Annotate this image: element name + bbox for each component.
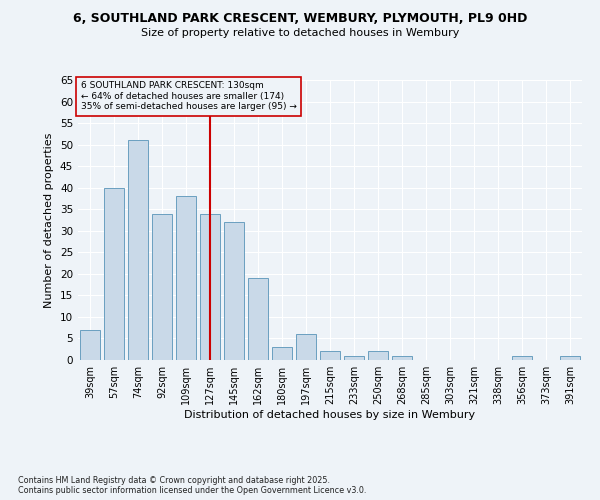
Bar [560,356,580,360]
Bar [392,356,412,360]
Bar [224,222,244,360]
Bar [152,214,172,360]
Text: 6 SOUTHLAND PARK CRESCENT: 130sqm
← 64% of detached houses are smaller (174)
35%: 6 SOUTHLAND PARK CRESCENT: 130sqm ← 64% … [80,82,296,111]
Bar [80,330,100,360]
Bar [176,196,196,360]
Bar [320,352,340,360]
Y-axis label: Number of detached properties: Number of detached properties [44,132,55,308]
Bar [248,278,268,360]
X-axis label: Distribution of detached houses by size in Wembury: Distribution of detached houses by size … [184,410,476,420]
Bar [368,352,388,360]
Bar [344,356,364,360]
Bar [272,347,292,360]
Text: Contains HM Land Registry data © Crown copyright and database right 2025.
Contai: Contains HM Land Registry data © Crown c… [18,476,367,495]
Bar [512,356,532,360]
Bar [128,140,148,360]
Text: 6, SOUTHLAND PARK CRESCENT, WEMBURY, PLYMOUTH, PL9 0HD: 6, SOUTHLAND PARK CRESCENT, WEMBURY, PLY… [73,12,527,26]
Bar [200,214,220,360]
Text: Size of property relative to detached houses in Wembury: Size of property relative to detached ho… [141,28,459,38]
Bar [296,334,316,360]
Bar [104,188,124,360]
